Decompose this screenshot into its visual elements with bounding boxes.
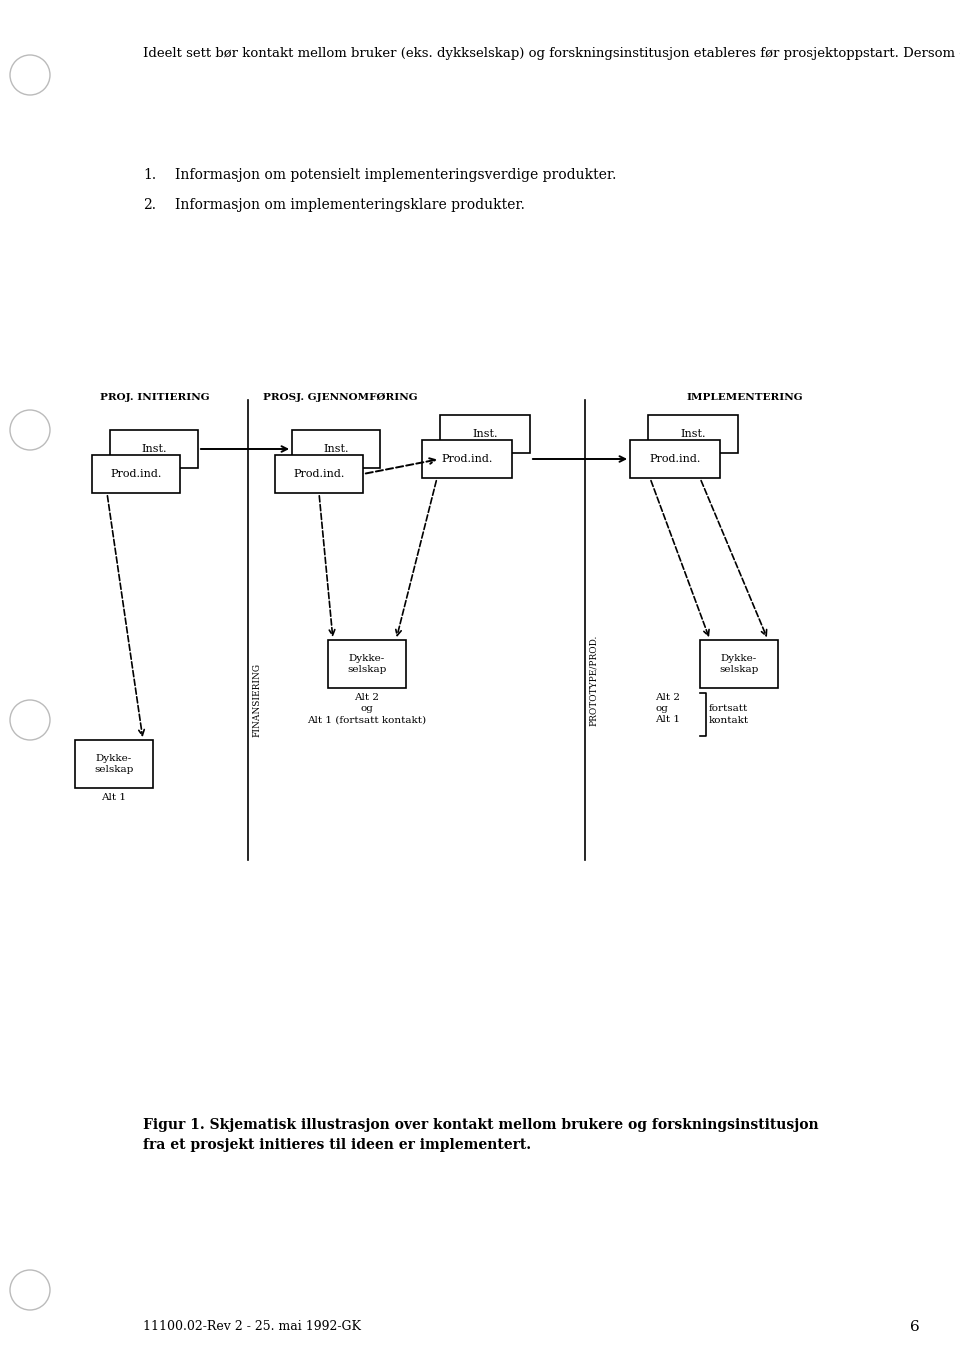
Bar	[275, 455, 363, 494]
Circle shape	[10, 1270, 50, 1311]
Text: Figur 1. Skjematisk illustrasjon over kontakt mellom brukere og forskningsinstit: Figur 1. Skjematisk illustrasjon over ko…	[143, 1117, 819, 1132]
Bar	[110, 430, 198, 468]
Bar	[630, 440, 720, 478]
Text: PROSJ. GJENNOMFØRING: PROSJ. GJENNOMFØRING	[263, 393, 418, 402]
Text: 2.: 2.	[143, 197, 156, 213]
Bar	[75, 740, 153, 788]
Text: Alt 2
og
Alt 1 (fortsatt kontakt): Alt 2 og Alt 1 (fortsatt kontakt)	[307, 692, 426, 724]
Text: Inst.: Inst.	[324, 444, 348, 454]
Text: Prod.ind.: Prod.ind.	[442, 454, 492, 463]
Circle shape	[10, 701, 50, 740]
Text: Prod.ind.: Prod.ind.	[649, 454, 701, 463]
Bar	[422, 440, 512, 478]
Text: Informasjon om implementeringsklare produkter.: Informasjon om implementeringsklare prod…	[175, 197, 525, 213]
Text: Inst.: Inst.	[681, 429, 706, 439]
Text: Dykke-
selskap: Dykke- selskap	[719, 654, 758, 675]
Text: Informasjon om potensielt implementeringsverdige produkter.: Informasjon om potensielt implementering…	[175, 169, 616, 182]
Text: Alt 2
og
Alt 1: Alt 2 og Alt 1	[655, 692, 680, 724]
Text: fra et prosjekt initieres til ideen er implementert.: fra et prosjekt initieres til ideen er i…	[143, 1138, 531, 1152]
Text: Inst.: Inst.	[141, 444, 167, 454]
Text: 11100.02-Rev 2 - 25. mai 1992-GK: 11100.02-Rev 2 - 25. mai 1992-GK	[143, 1320, 361, 1333]
Text: Ideelt sett bør kontakt mellom bruker (eks. dykkselskap) og forskningsinstitusjo: Ideelt sett bør kontakt mellom bruker (e…	[143, 45, 960, 60]
Text: 6: 6	[910, 1320, 920, 1334]
Bar	[440, 415, 530, 452]
Bar	[700, 640, 778, 688]
Text: Prod.ind.: Prod.ind.	[110, 469, 161, 478]
Text: FINANSIERING: FINANSIERING	[252, 664, 261, 738]
Text: Alt 1: Alt 1	[102, 792, 127, 802]
Bar	[648, 415, 738, 452]
Text: Dykke-
selskap: Dykke- selskap	[348, 654, 387, 675]
Text: PROTOTYPE/PROD.: PROTOTYPE/PROD.	[589, 635, 598, 725]
Text: fortsatt
kontakt: fortsatt kontakt	[709, 705, 749, 724]
Circle shape	[10, 410, 50, 450]
Text: PROJ. INITIERING: PROJ. INITIERING	[100, 393, 209, 402]
Bar	[328, 640, 406, 688]
Circle shape	[10, 55, 50, 95]
Text: Inst.: Inst.	[472, 429, 497, 439]
Text: IMPLEMENTERING: IMPLEMENTERING	[686, 393, 804, 402]
Bar	[292, 430, 380, 468]
Bar	[92, 455, 180, 494]
Text: Prod.ind.: Prod.ind.	[294, 469, 345, 478]
Text: Dykke-
selskap: Dykke- selskap	[94, 754, 133, 775]
Text: 1.: 1.	[143, 169, 156, 182]
